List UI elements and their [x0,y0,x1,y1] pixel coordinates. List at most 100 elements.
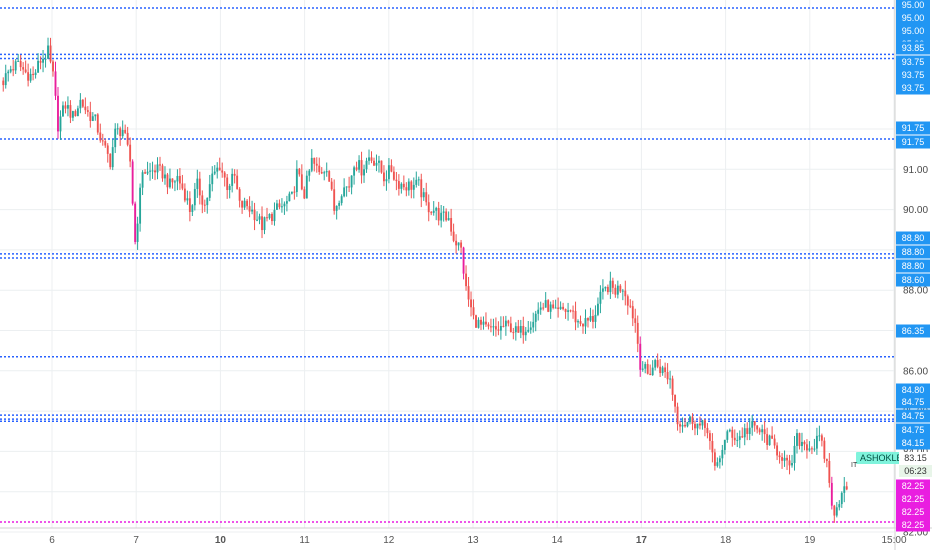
price-tag-background [896,41,930,55]
candle-body [626,296,629,306]
time-axis: 6 7 10 11 12 13 14 17 18 19 15:00 [0,527,932,546]
candle-body [614,287,617,295]
price-tag-label: 91.75 [902,123,925,133]
candle-body [532,321,535,328]
candle-body [514,326,517,333]
candle-body [24,69,27,73]
price-tag-label: 84.80 [902,385,925,395]
candle-body [517,326,520,333]
candle-body [838,504,841,508]
candle-body [417,179,420,181]
candle-body [460,242,463,248]
candle-body [49,45,52,62]
candle-body [723,439,726,450]
candle-body [178,175,181,184]
candle-body [818,435,821,437]
candle-body [825,458,828,461]
candle-body [263,217,266,231]
candle-body [582,323,584,327]
candle-body [338,203,341,206]
candle-body [706,427,709,434]
candle-body [328,171,331,182]
candle-body [462,247,465,274]
candle-body [248,206,251,212]
price-tag-label: 88.80 [902,247,925,257]
candle-body [619,285,622,292]
candle-body [74,111,77,117]
candle-body [266,217,268,219]
candle-body [783,457,786,461]
candle-body [611,280,614,288]
candle-body [606,286,609,293]
candle-body [216,167,219,172]
candle-body [181,183,184,189]
candle-body [801,441,803,447]
candle-body [480,319,482,325]
candle-body [569,310,572,312]
symbol-tag[interactable]: ASHOKLEY [856,452,913,464]
candle-body [773,438,776,446]
price-tag-label: 88.60 [902,275,925,285]
candle-body [348,186,351,188]
price-tag-background [896,81,930,95]
candle-body [243,200,246,208]
candle-body [679,424,681,427]
candle-body [562,306,565,310]
candle-body [253,209,256,221]
price-tag-background [896,55,930,69]
candle-body [218,167,221,171]
candle-body [141,172,144,188]
candle-body [477,319,480,328]
candle-body [365,160,368,170]
candle-body [771,435,774,439]
candle-body [519,326,522,333]
candle-body [213,171,216,174]
candle-body [278,203,281,208]
candle-body [268,213,271,219]
candle-body [154,170,156,173]
candle-body [86,110,89,112]
candle-body [280,206,283,208]
price-tag-background [896,0,930,12]
candle-body [288,193,291,202]
candle-body [17,60,20,62]
candle-body [833,505,836,516]
candle-body [400,183,403,189]
candle-body [599,291,602,304]
candle-body [542,307,545,309]
candle-body [183,188,186,201]
candle-body [387,165,390,180]
candle-body [534,313,537,322]
candle-body [641,368,644,370]
candle-body [452,231,455,241]
candle-body [310,157,313,171]
price-tags: 95.0095.0095.0095.0093.8593.7593.7593.75… [896,0,930,532]
price-tag-background [896,383,930,397]
candle-body [788,460,791,466]
candle-body [504,320,507,327]
candle-body [686,422,689,427]
candle-body [803,441,806,445]
candle-body [290,191,293,194]
candle-body [390,165,393,172]
candle-body [796,433,798,446]
candle-body [539,307,542,310]
price-tag-background [896,231,930,245]
candle-body [509,323,512,333]
candle-body [166,174,169,188]
candle-body [594,314,597,322]
price-flag: IT [851,462,858,469]
candle-body [42,58,45,63]
candle-body [440,212,443,221]
candle-body [741,436,744,438]
time-tick-label: 15:00 [881,535,906,546]
candle-body [32,73,35,76]
candle-body [126,132,129,145]
candle-body [196,178,199,189]
candle-body [276,203,278,210]
candle-body [845,486,848,490]
candle-body [489,326,492,328]
price-tag-background [896,423,930,437]
candle-body [552,304,555,308]
candle-body [134,203,137,242]
